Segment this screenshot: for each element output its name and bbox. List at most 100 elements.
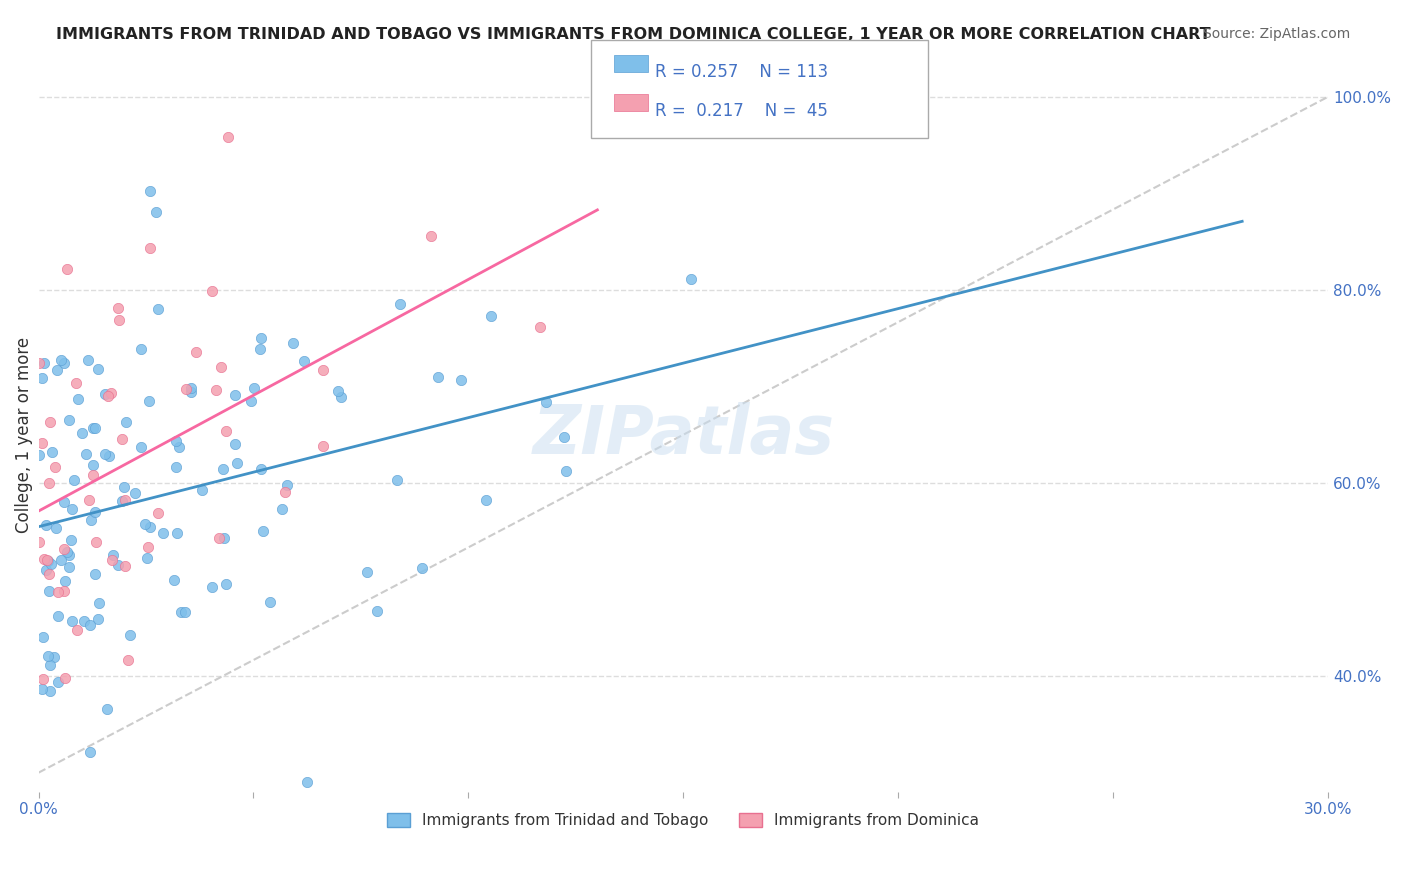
Immigrants from Trinidad and Tobago xyxy=(162,573,184,587)
Immigrants from Trinidad and Tobago xyxy=(165,459,187,474)
Immigrants from Trinidad and Tobago xyxy=(82,421,104,435)
Immigrants from Trinidad and Tobago xyxy=(87,362,110,376)
Immigrants from Trinidad and Tobago xyxy=(201,580,224,594)
Immigrants from Trinidad and Tobago xyxy=(70,426,93,441)
Immigrants from Trinidad and Tobago xyxy=(388,297,411,311)
Immigrants from Trinidad and Tobago xyxy=(46,363,69,377)
Immigrants from Dominica xyxy=(107,301,129,315)
Immigrants from Dominica xyxy=(37,553,59,567)
Immigrants from Trinidad and Tobago xyxy=(53,356,76,370)
Legend: Immigrants from Trinidad and Tobago, Immigrants from Dominica: Immigrants from Trinidad and Tobago, Imm… xyxy=(381,807,986,834)
Immigrants from Trinidad and Tobago xyxy=(39,557,62,571)
Immigrants from Dominica xyxy=(111,432,134,446)
Immigrants from Dominica xyxy=(38,415,60,429)
Immigrants from Trinidad and Tobago xyxy=(39,658,62,673)
Immigrants from Trinidad and Tobago xyxy=(224,437,246,451)
Immigrants from Trinidad and Tobago xyxy=(553,430,575,444)
Immigrants from Trinidad and Tobago xyxy=(252,524,274,538)
Immigrants from Trinidad and Tobago xyxy=(249,462,271,476)
Immigrants from Dominica xyxy=(55,672,77,686)
Immigrants from Trinidad and Tobago xyxy=(259,595,281,609)
Immigrants from Trinidad and Tobago xyxy=(450,373,472,387)
Immigrants from Trinidad and Tobago xyxy=(180,384,202,399)
Text: R =  0.217    N =  45: R = 0.217 N = 45 xyxy=(655,102,828,120)
Immigrants from Trinidad and Tobago xyxy=(679,271,702,285)
Immigrants from Trinidad and Tobago xyxy=(83,567,105,582)
Immigrants from Trinidad and Tobago xyxy=(87,596,110,610)
Immigrants from Trinidad and Tobago xyxy=(249,342,271,356)
Y-axis label: College, 1 year or more: College, 1 year or more xyxy=(15,336,32,533)
Immigrants from Trinidad and Tobago xyxy=(152,526,174,541)
Immigrants from Dominica xyxy=(311,439,333,453)
Immigrants from Dominica xyxy=(31,436,53,450)
Immigrants from Trinidad and Tobago xyxy=(46,674,69,689)
Immigrants from Dominica xyxy=(138,540,160,554)
Immigrants from Trinidad and Tobago xyxy=(37,648,59,663)
Immigrants from Dominica xyxy=(79,493,101,508)
Immigrants from Trinidad and Tobago xyxy=(356,565,378,579)
Immigrants from Trinidad and Tobago xyxy=(212,462,235,476)
Immigrants from Dominica xyxy=(208,531,231,545)
Immigrants from Trinidad and Tobago xyxy=(145,205,167,219)
Immigrants from Dominica xyxy=(53,583,76,598)
Immigrants from Trinidad and Tobago xyxy=(180,380,202,394)
Immigrants from Trinidad and Tobago xyxy=(138,393,160,408)
Immigrants from Dominica xyxy=(174,382,197,396)
Immigrants from Trinidad and Tobago xyxy=(55,545,77,559)
Immigrants from Dominica xyxy=(101,553,124,567)
Immigrants from Dominica xyxy=(53,541,76,556)
Immigrants from Trinidad and Tobago xyxy=(554,465,576,479)
Immigrants from Trinidad and Tobago xyxy=(32,630,55,644)
Immigrants from Dominica xyxy=(65,376,87,390)
Immigrants from Trinidad and Tobago xyxy=(139,520,162,534)
Immigrants from Trinidad and Tobago xyxy=(77,353,100,368)
Immigrants from Trinidad and Tobago xyxy=(82,458,104,472)
Immigrants from Trinidad and Tobago xyxy=(224,388,246,402)
Immigrants from Trinidad and Tobago xyxy=(169,441,191,455)
Immigrants from Trinidad and Tobago xyxy=(84,505,107,519)
Immigrants from Trinidad and Tobago xyxy=(53,495,76,509)
Immigrants from Dominica xyxy=(114,558,136,573)
Immigrants from Trinidad and Tobago xyxy=(129,440,152,454)
Immigrants from Dominica xyxy=(100,386,122,401)
Immigrants from Trinidad and Tobago xyxy=(39,684,62,698)
Immigrants from Trinidad and Tobago xyxy=(250,331,273,345)
Immigrants from Trinidad and Tobago xyxy=(271,502,294,516)
Immigrants from Trinidad and Tobago xyxy=(385,474,408,488)
Immigrants from Dominica xyxy=(32,673,55,687)
Text: ZIPatlas: ZIPatlas xyxy=(533,401,834,467)
Immigrants from Trinidad and Tobago xyxy=(60,533,83,547)
Text: Source: ZipAtlas.com: Source: ZipAtlas.com xyxy=(1202,27,1350,41)
Immigrants from Trinidad and Tobago xyxy=(146,301,169,316)
Immigrants from Trinidad and Tobago xyxy=(174,605,197,619)
Immigrants from Trinidad and Tobago xyxy=(134,517,156,532)
Immigrants from Trinidad and Tobago xyxy=(212,531,235,545)
Immigrants from Dominica xyxy=(56,261,79,276)
Immigrants from Trinidad and Tobago xyxy=(96,702,118,716)
Immigrants from Dominica xyxy=(215,424,238,438)
Immigrants from Trinidad and Tobago xyxy=(63,474,86,488)
Immigrants from Trinidad and Tobago xyxy=(46,609,69,624)
Immigrants from Trinidad and Tobago xyxy=(131,342,153,356)
Immigrants from Trinidad and Tobago xyxy=(427,369,450,384)
Immigrants from Trinidad and Tobago xyxy=(45,520,67,534)
Immigrants from Dominica xyxy=(205,383,228,397)
Immigrants from Dominica xyxy=(84,534,107,549)
Immigrants from Trinidad and Tobago xyxy=(170,605,193,619)
Immigrants from Trinidad and Tobago xyxy=(58,548,80,562)
Immigrants from Trinidad and Tobago xyxy=(34,563,56,577)
Immigrants from Trinidad and Tobago xyxy=(215,577,238,591)
Immigrants from Trinidad and Tobago xyxy=(79,618,101,632)
Immigrants from Trinidad and Tobago xyxy=(276,478,298,492)
Immigrants from Dominica xyxy=(28,535,51,549)
Immigrants from Dominica xyxy=(273,485,295,500)
Immigrants from Dominica xyxy=(44,460,66,475)
Immigrants from Trinidad and Tobago xyxy=(66,392,89,406)
Immigrants from Trinidad and Tobago xyxy=(83,421,105,435)
Immigrants from Trinidad and Tobago xyxy=(58,413,80,427)
Immigrants from Trinidad and Tobago xyxy=(366,604,388,618)
Immigrants from Dominica xyxy=(312,363,335,377)
Immigrants from Dominica xyxy=(38,475,60,490)
Immigrants from Trinidad and Tobago xyxy=(225,456,247,470)
Immigrants from Trinidad and Tobago xyxy=(60,502,83,516)
